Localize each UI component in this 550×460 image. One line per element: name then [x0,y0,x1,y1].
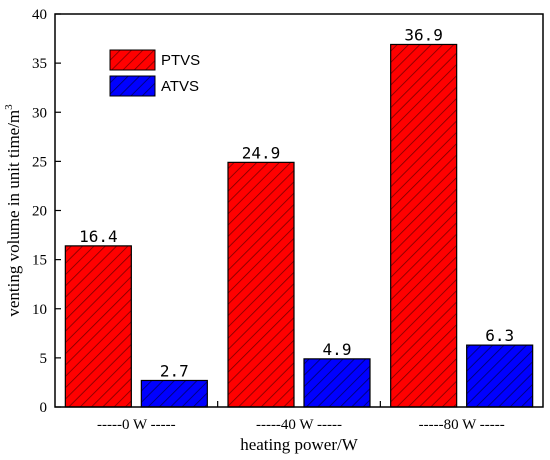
bar-ptvs-1 [227,161,295,408]
bars-group [64,43,534,408]
legend-swatch-atvs [109,75,156,97]
x-tick-label: -----0 W ----- [97,417,176,433]
data-label-ptvs-1: 24.9 [242,143,281,162]
legend-swatch-ptvs [109,49,156,71]
y-tick-label: 40 [32,7,47,23]
legend-label-ptvs: PTVS [161,52,200,69]
x-tick-label: -----80 W ----- [419,417,505,433]
data-labels-group: 16.4 2.7 24.9 4.9 36.9 6.3 [79,25,514,380]
bar-atvs-0 [140,379,208,408]
y-axis-title-text: venting volume in unit time/m [4,110,23,317]
x-axis-title: heating power/W [240,435,358,454]
y-tick-label: 5 [40,351,48,367]
bar-ptvs-2 [390,43,458,408]
y-tick-label: 20 [32,204,47,220]
y-tick-label: 30 [32,105,47,121]
y-tick-label: 35 [32,56,47,72]
y-axis-title-superscript: 3 [3,104,15,110]
data-label-ptvs-0: 16.4 [79,227,118,246]
y-axis: 0 5 10 15 20 25 30 35 40 [32,7,61,416]
y-axis-title: venting volume in unit time/m3 [3,104,23,317]
legend: PTVS ATVS [109,49,200,97]
data-label-ptvs-2: 36.9 [404,25,443,44]
data-label-atvs-2: 6.3 [485,326,514,345]
legend-label-atvs: ATVS [161,78,199,95]
x-axis: -----0 W ----- -----40 W ----- -----80 W -… [97,401,505,433]
y-tick-label: 15 [32,253,47,269]
bar-atvs-2 [466,344,534,408]
x-tick-label: -----40 W ----- [256,417,342,433]
bar-atvs-1 [303,358,371,408]
bar-ptvs-0 [64,245,132,408]
y-tick-label: 0 [40,400,48,416]
y-tick-label: 10 [32,302,47,318]
y-tick-label: 25 [32,154,47,170]
data-label-atvs-1: 4.9 [323,340,352,359]
data-label-atvs-0: 2.7 [160,361,189,380]
